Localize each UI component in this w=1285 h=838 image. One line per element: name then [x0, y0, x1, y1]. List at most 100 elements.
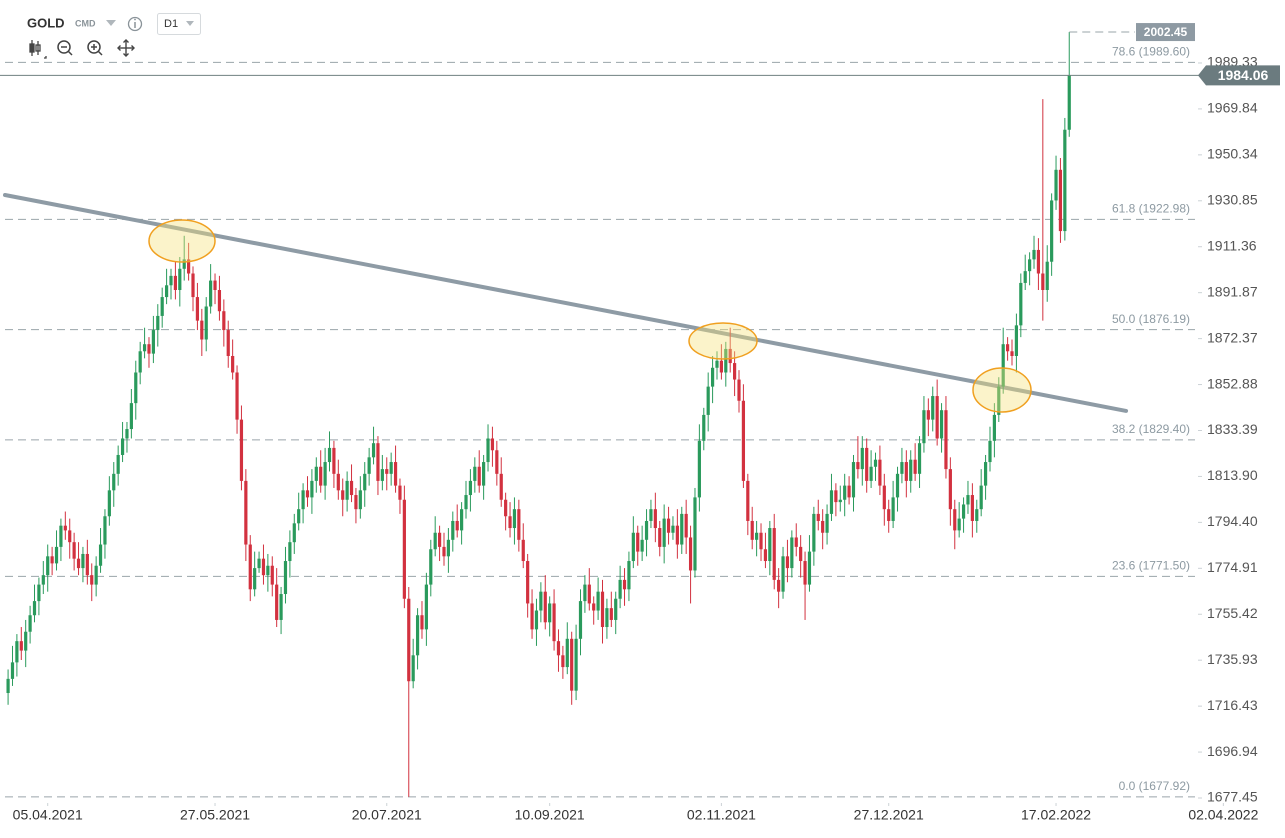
- candle-body: [270, 565, 274, 585]
- y-tick-label: 1930.85: [1207, 192, 1258, 208]
- candle-body: [631, 532, 635, 562]
- candle-body: [32, 601, 37, 616]
- pan-icon[interactable]: [117, 39, 135, 57]
- candle-body: [605, 608, 609, 628]
- candle-body: [341, 490, 345, 500]
- highlight-ellipse: [688, 322, 758, 360]
- candle-body: [627, 561, 631, 590]
- candle-type-icon[interactable]: [29, 40, 47, 59]
- candle-body: [437, 532, 442, 547]
- y-tick-label: 1774.91: [1207, 559, 1258, 575]
- candle-body: [389, 462, 393, 474]
- candle-body: [28, 615, 32, 632]
- candle-body: [98, 544, 103, 566]
- candle-body: [961, 504, 966, 519]
- x-tick-label: 27.05.2021: [180, 807, 250, 823]
- y-tick-label: 1813.90: [1207, 467, 1258, 483]
- x-tick-label: 17.02.2022: [1021, 807, 1091, 823]
- candle-body: [825, 513, 829, 533]
- candle-body: [614, 598, 618, 620]
- candle-body: [609, 608, 613, 620]
- candle-body: [319, 466, 323, 486]
- candle-body: [1050, 200, 1054, 262]
- candle-body: [160, 297, 164, 316]
- candle-body: [785, 556, 790, 569]
- candle-body: [821, 520, 825, 533]
- candle-body: [195, 297, 200, 321]
- candle-body: [658, 528, 662, 547]
- candle-body: [988, 440, 992, 463]
- candle-body: [178, 268, 182, 291]
- candle-body: [953, 509, 957, 531]
- candle-body: [1058, 169, 1063, 232]
- candle-body: [724, 348, 728, 373]
- x-tick-label: 27.12.2021: [854, 807, 924, 823]
- candle-body: [261, 558, 266, 576]
- candle-body: [142, 344, 147, 352]
- candle-body: [125, 429, 129, 439]
- candle-body: [666, 518, 671, 533]
- candle-body: [112, 473, 116, 491]
- candle-body: [173, 275, 178, 291]
- timeframe-select[interactable]: [157, 13, 201, 35]
- candle-body: [931, 396, 935, 420]
- candle-body: [997, 386, 1001, 415]
- candle-body: [222, 311, 226, 331]
- dropdown-arrow[interactable]: [106, 20, 116, 26]
- candle-body: [570, 638, 574, 691]
- candle-body: [54, 546, 59, 564]
- candle-body: [446, 539, 450, 557]
- candle-body: [887, 509, 891, 521]
- candle-body: [19, 641, 23, 651]
- candle-body: [583, 584, 587, 602]
- candle-body: [116, 454, 120, 474]
- candle-body: [508, 516, 512, 529]
- candle-body: [398, 485, 402, 500]
- highlight-ellipse: [148, 219, 216, 263]
- candle-body: [882, 485, 886, 510]
- candle-body: [420, 615, 424, 630]
- symbol: GOLD: [27, 15, 65, 30]
- x-tick-label: 02.04.2022: [1188, 807, 1258, 823]
- candle-body: [253, 568, 257, 590]
- candle-body: [239, 419, 244, 481]
- candle-body: [733, 363, 737, 380]
- candle-body: [975, 509, 979, 521]
- y-tick-label: 1911.36: [1207, 237, 1257, 253]
- zoom-in-icon[interactable]: [87, 40, 103, 56]
- candle-body: [248, 544, 252, 590]
- candle-body: [816, 513, 820, 521]
- info-icon[interactable]: [127, 16, 143, 32]
- candle-body: [1023, 271, 1027, 283]
- candle-body: [24, 631, 28, 651]
- candle-body: [482, 462, 486, 486]
- last-price-tag: [1198, 65, 1280, 86]
- high-label: 2002.45: [1144, 25, 1188, 39]
- candle-body: [755, 532, 759, 540]
- candle-body: [596, 591, 600, 611]
- fib-label: 23.6 (1771.50): [1112, 559, 1190, 573]
- candle-body: [424, 584, 428, 630]
- candle-body: [878, 459, 882, 486]
- high-tag: [1136, 23, 1195, 42]
- candle-body: [913, 459, 917, 474]
- y-tick-label: 1833.39: [1207, 421, 1258, 437]
- candle-body: [244, 480, 248, 545]
- candle-body: [904, 462, 908, 481]
- candle-body: [794, 537, 798, 547]
- candle-body: [301, 490, 305, 510]
- candle-body: [900, 462, 904, 474]
- zoom-out-icon[interactable]: [57, 40, 73, 56]
- candle-body: [231, 355, 235, 373]
- candle-body: [442, 546, 446, 557]
- candle-body: [1001, 344, 1005, 387]
- candle-body: [490, 438, 495, 451]
- candle-body: [68, 530, 72, 543]
- x-tick-label: 20.07.2021: [352, 807, 422, 823]
- candle-body: [622, 579, 627, 590]
- candle-body: [169, 275, 173, 286]
- candle-body: [869, 466, 873, 481]
- candle-body: [85, 553, 89, 576]
